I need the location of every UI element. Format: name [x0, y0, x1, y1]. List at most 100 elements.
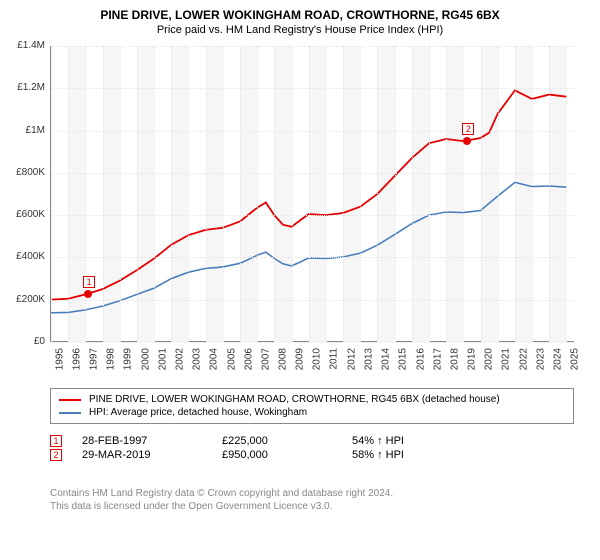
- footer-attribution: Contains HM Land Registry data © Crown c…: [50, 488, 393, 513]
- gridline-horizontal: [51, 46, 575, 47]
- x-axis-tick-label: 2009: [295, 348, 306, 370]
- gridline-vertical: [446, 46, 447, 342]
- x-axis-tick-label: 2019: [466, 348, 477, 370]
- legend-label: HPI: Average price, detached house, Woki…: [89, 407, 307, 418]
- x-axis-tick-label: 1997: [88, 348, 99, 370]
- x-axis-tick-label: 2006: [243, 348, 254, 370]
- y-axis-tick-label: £200K: [1, 294, 45, 305]
- legend-swatch: [59, 412, 81, 414]
- gridline-vertical: [395, 46, 396, 342]
- gridline-vertical: [463, 46, 464, 342]
- x-axis-tick-label: 2017: [432, 348, 443, 370]
- x-axis-tick-label: 1995: [54, 348, 65, 370]
- x-axis-tick-label: 2001: [157, 348, 168, 370]
- x-axis-tick-label: 2016: [415, 348, 426, 370]
- gridline-horizontal: [51, 300, 575, 301]
- sales-table: 128-FEB-1997£225,00054% ↑ HPI229-MAR-201…: [50, 434, 404, 462]
- y-axis-tick-label: £1.2M: [1, 82, 45, 93]
- gridline-horizontal: [51, 88, 575, 89]
- x-axis-tick-label: 2023: [535, 348, 546, 370]
- plot-region: 1995199619971998199920002001200220032004…: [50, 46, 574, 342]
- gridline-vertical: [360, 46, 361, 342]
- x-axis-tick-label: 2013: [363, 348, 374, 370]
- gridline-vertical: [532, 46, 533, 342]
- gridline-vertical: [377, 46, 378, 342]
- sale-point-number: 1: [83, 276, 95, 288]
- x-axis-tick-label: 2018: [449, 348, 460, 370]
- legend-item: HPI: Average price, detached house, Woki…: [59, 406, 565, 419]
- gridline-vertical: [51, 46, 52, 342]
- sale-date: 29-MAR-2019: [82, 449, 202, 461]
- x-axis-tick-label: 1996: [71, 348, 82, 370]
- gridline-vertical: [481, 46, 482, 342]
- chart-title: PINE DRIVE, LOWER WOKINGHAM ROAD, CROWTH…: [10, 8, 590, 22]
- sale-point-marker: 2: [463, 137, 471, 145]
- x-axis-tick-label: 2015: [398, 348, 409, 370]
- chart-container: { "title": "PINE DRIVE, LOWER WOKINGHAM …: [0, 0, 600, 560]
- sale-marker-icon: 1: [50, 435, 62, 447]
- sale-point-number: 2: [462, 123, 474, 135]
- gridline-vertical: [326, 46, 327, 342]
- sale-price: £950,000: [222, 449, 332, 461]
- legend-swatch: [59, 399, 81, 401]
- gridline-vertical: [429, 46, 430, 342]
- chart-area: 1995 1996 1997 1998 1999 2000 2001 2002 2003 2004…: [0, 46, 580, 386]
- x-axis-tick-label: 1999: [123, 348, 134, 370]
- legend: PINE DRIVE, LOWER WOKINGHAM ROAD, CROWTH…: [50, 388, 574, 424]
- gridline-vertical: [206, 46, 207, 342]
- gridline-vertical: [292, 46, 293, 342]
- x-axis-tick-label: 1998: [106, 348, 117, 370]
- gridline-vertical: [137, 46, 138, 342]
- x-axis-tick-label: 2011: [329, 348, 340, 370]
- y-axis-tick-label: £600K: [1, 209, 45, 220]
- gridline-vertical: [240, 46, 241, 342]
- gridline-horizontal: [51, 342, 575, 343]
- x-axis-tick-label: 2000: [140, 348, 151, 370]
- x-axis-tick-label: 2003: [191, 348, 202, 370]
- gridline-vertical: [257, 46, 258, 342]
- legend-label: PINE DRIVE, LOWER WOKINGHAM ROAD, CROWTH…: [89, 394, 500, 405]
- gridline-vertical: [343, 46, 344, 342]
- chart-lines-svg: [51, 46, 575, 342]
- sale-date: 28-FEB-1997: [82, 435, 202, 447]
- y-axis-tick-label: £0: [1, 336, 45, 347]
- x-axis-tick-label: 2004: [209, 348, 220, 370]
- sales-table-row: 229-MAR-2019£950,00058% ↑ HPI: [50, 448, 404, 462]
- x-axis-tick-label: 2025: [569, 348, 580, 370]
- gridline-vertical: [188, 46, 189, 342]
- legend-item: PINE DRIVE, LOWER WOKINGHAM ROAD, CROWTH…: [59, 393, 565, 406]
- sales-table-row: 1 28-FEB-1997 £225,000 54% ↑ HPI: [50, 434, 404, 448]
- gridline-vertical: [412, 46, 413, 342]
- x-axis-tick-label: 2007: [260, 348, 271, 370]
- gridline-horizontal: [51, 173, 575, 174]
- x-axis-tick-label: 2005: [226, 348, 237, 370]
- gridline-horizontal: [51, 257, 575, 258]
- sale-delta-vs-hpi: 54% ↑ HPI: [352, 435, 404, 447]
- x-axis-tick-label: 2002: [174, 348, 185, 370]
- gridline-vertical: [171, 46, 172, 342]
- y-axis-tick-label: £1M: [1, 125, 45, 136]
- gridline-vertical: [223, 46, 224, 342]
- chart-subtitle: Price paid vs. HM Land Registry's House …: [10, 24, 590, 36]
- sale-delta-vs-hpi: 58% ↑ HPI: [352, 449, 404, 461]
- x-axis-tick-label: 2024: [552, 348, 563, 370]
- gridline-vertical: [274, 46, 275, 342]
- gridline-vertical: [549, 46, 550, 342]
- gridline-vertical: [309, 46, 310, 342]
- y-axis-tick-label: £800K: [1, 167, 45, 178]
- gridline-vertical: [120, 46, 121, 342]
- gridline-horizontal: [51, 215, 575, 216]
- gridline-vertical: [68, 46, 69, 342]
- x-axis-tick-label: 2008: [277, 348, 288, 370]
- y-axis-tick-label: £1.4M: [1, 40, 45, 51]
- x-axis-tick-label: 2010: [312, 348, 323, 370]
- x-axis-tick-label: 2012: [346, 348, 357, 370]
- gridline-vertical: [498, 46, 499, 342]
- gridline-horizontal: [51, 131, 575, 132]
- gridline-vertical: [103, 46, 104, 342]
- x-axis-tick-label: 2014: [380, 348, 391, 370]
- sale-point-marker: 1: [84, 290, 92, 298]
- x-axis-tick-label: 2021: [501, 348, 512, 370]
- y-axis-tick-label: £400K: [1, 251, 45, 262]
- sale-price: £225,000: [222, 435, 332, 447]
